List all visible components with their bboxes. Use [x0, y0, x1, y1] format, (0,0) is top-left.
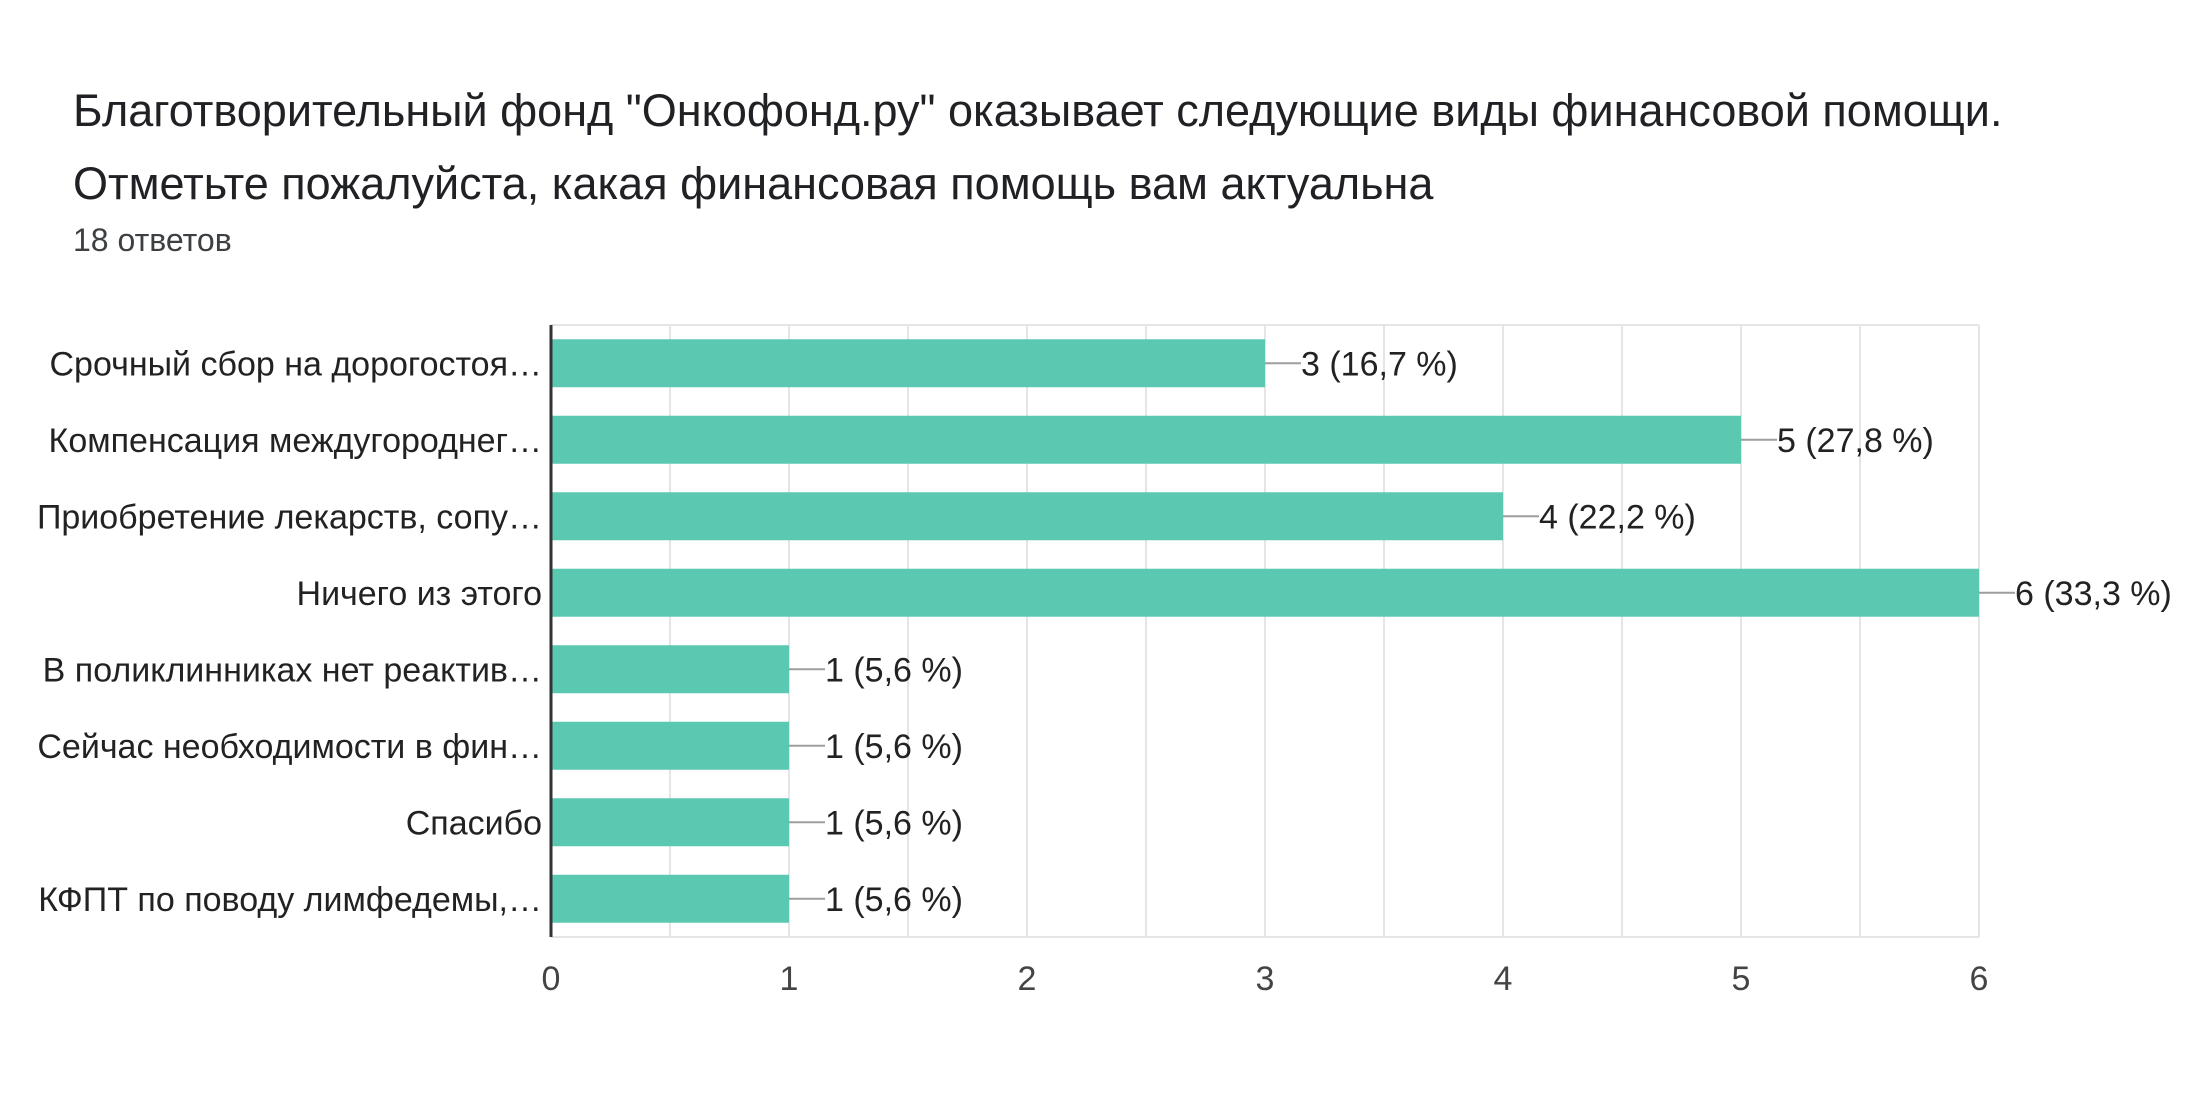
x-tick-label: 6 — [1970, 960, 1989, 998]
bar — [551, 874, 789, 923]
labels: 0 1 2 3 4 5 6 Срочный сбор на дорогостоя… 3 (16,… — [37, 325, 2172, 998]
chart-title: Благотворительный фонд "Онкофонд.ру" ока… — [73, 85, 2003, 209]
x-tick-label: 0 — [542, 960, 561, 998]
category-label: Сейчас необходимости в фин… — [37, 728, 542, 766]
data-label: 5 (27,8 %) — [1777, 422, 1934, 460]
bar — [551, 339, 1265, 388]
response-count: 18 ответов — [73, 222, 232, 258]
x-tick-label: 2 — [1018, 960, 1037, 998]
data-label: 6 (33,3 %) — [2015, 575, 2172, 613]
bar — [551, 492, 1503, 541]
x-tick-label: 4 — [1494, 960, 1513, 998]
x-tick-label: 5 — [1732, 960, 1751, 998]
bar — [551, 721, 789, 770]
bars — [551, 339, 1979, 923]
data-label: 1 (5,6 %) — [825, 804, 963, 842]
category-label: Приобретение лекарств, сопу… — [37, 498, 542, 536]
data-label: 4 (22,2 %) — [1539, 498, 1696, 536]
x-tick-label: 3 — [1256, 960, 1275, 998]
bar — [551, 798, 789, 847]
category-label: Срочный сбор на дорогостоя… — [49, 345, 542, 383]
category-label: КФПТ по поводу лимфедемы,… — [38, 881, 542, 919]
category-label: Компенсация междугороднег… — [49, 422, 542, 460]
bar — [551, 568, 1979, 617]
data-label: 1 (5,6 %) — [825, 881, 963, 919]
data-label: 3 (16,7 %) — [1301, 345, 1458, 383]
data-label: 1 (5,6 %) — [825, 728, 963, 766]
x-tick-label: 1 — [780, 960, 799, 998]
bar — [551, 645, 789, 694]
category-label: В поликлинниках нет реактив… — [43, 651, 542, 689]
data-label: 1 (5,6 %) — [825, 651, 963, 689]
category-label: Спасибо — [406, 804, 542, 842]
bar — [551, 415, 1741, 464]
category-label: Ничего из этого — [297, 575, 542, 613]
